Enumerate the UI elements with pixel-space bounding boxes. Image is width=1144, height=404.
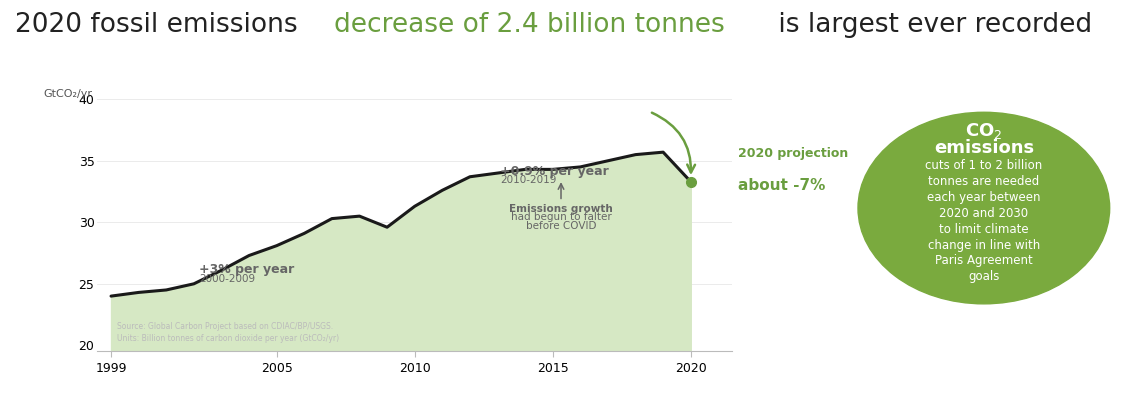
Text: GtCO₂/yr: GtCO₂/yr bbox=[43, 89, 93, 99]
Text: +3% per year: +3% per year bbox=[199, 263, 295, 276]
Circle shape bbox=[858, 112, 1110, 304]
Text: before COVID: before COVID bbox=[526, 221, 596, 231]
Text: is largest ever recorded: is largest ever recorded bbox=[770, 12, 1091, 38]
Text: decrease of 2.4 billion tonnes: decrease of 2.4 billion tonnes bbox=[334, 12, 725, 38]
Text: 2020 and 2030: 2020 and 2030 bbox=[939, 207, 1028, 220]
Text: change in line with: change in line with bbox=[928, 239, 1040, 252]
Text: about -7%: about -7% bbox=[738, 178, 825, 194]
Text: CO$_2$: CO$_2$ bbox=[966, 121, 1002, 141]
Text: 2010-2019: 2010-2019 bbox=[500, 175, 557, 185]
Text: Emissions growth: Emissions growth bbox=[509, 204, 613, 214]
Text: 2020 fossil emissions: 2020 fossil emissions bbox=[15, 12, 305, 38]
Text: Paris Agreement: Paris Agreement bbox=[935, 255, 1033, 267]
Text: had begun to falter: had begun to falter bbox=[510, 213, 611, 223]
Text: cuts of 1 to 2 billion: cuts of 1 to 2 billion bbox=[925, 159, 1042, 172]
Text: to limit climate: to limit climate bbox=[939, 223, 1028, 236]
Text: goals: goals bbox=[968, 270, 1000, 283]
Text: emissions: emissions bbox=[934, 139, 1034, 157]
Text: tonnes are needed: tonnes are needed bbox=[928, 175, 1040, 188]
Text: each year between: each year between bbox=[927, 191, 1041, 204]
Text: 2020 projection: 2020 projection bbox=[738, 147, 848, 160]
Text: 2000-2009: 2000-2009 bbox=[199, 274, 255, 284]
Text: Source: Global Carbon Project based on CDIAC/BP/USGS.
Units: Billion tonnes of c: Source: Global Carbon Project based on C… bbox=[117, 322, 339, 343]
Text: +0.9% per year: +0.9% per year bbox=[500, 165, 609, 178]
